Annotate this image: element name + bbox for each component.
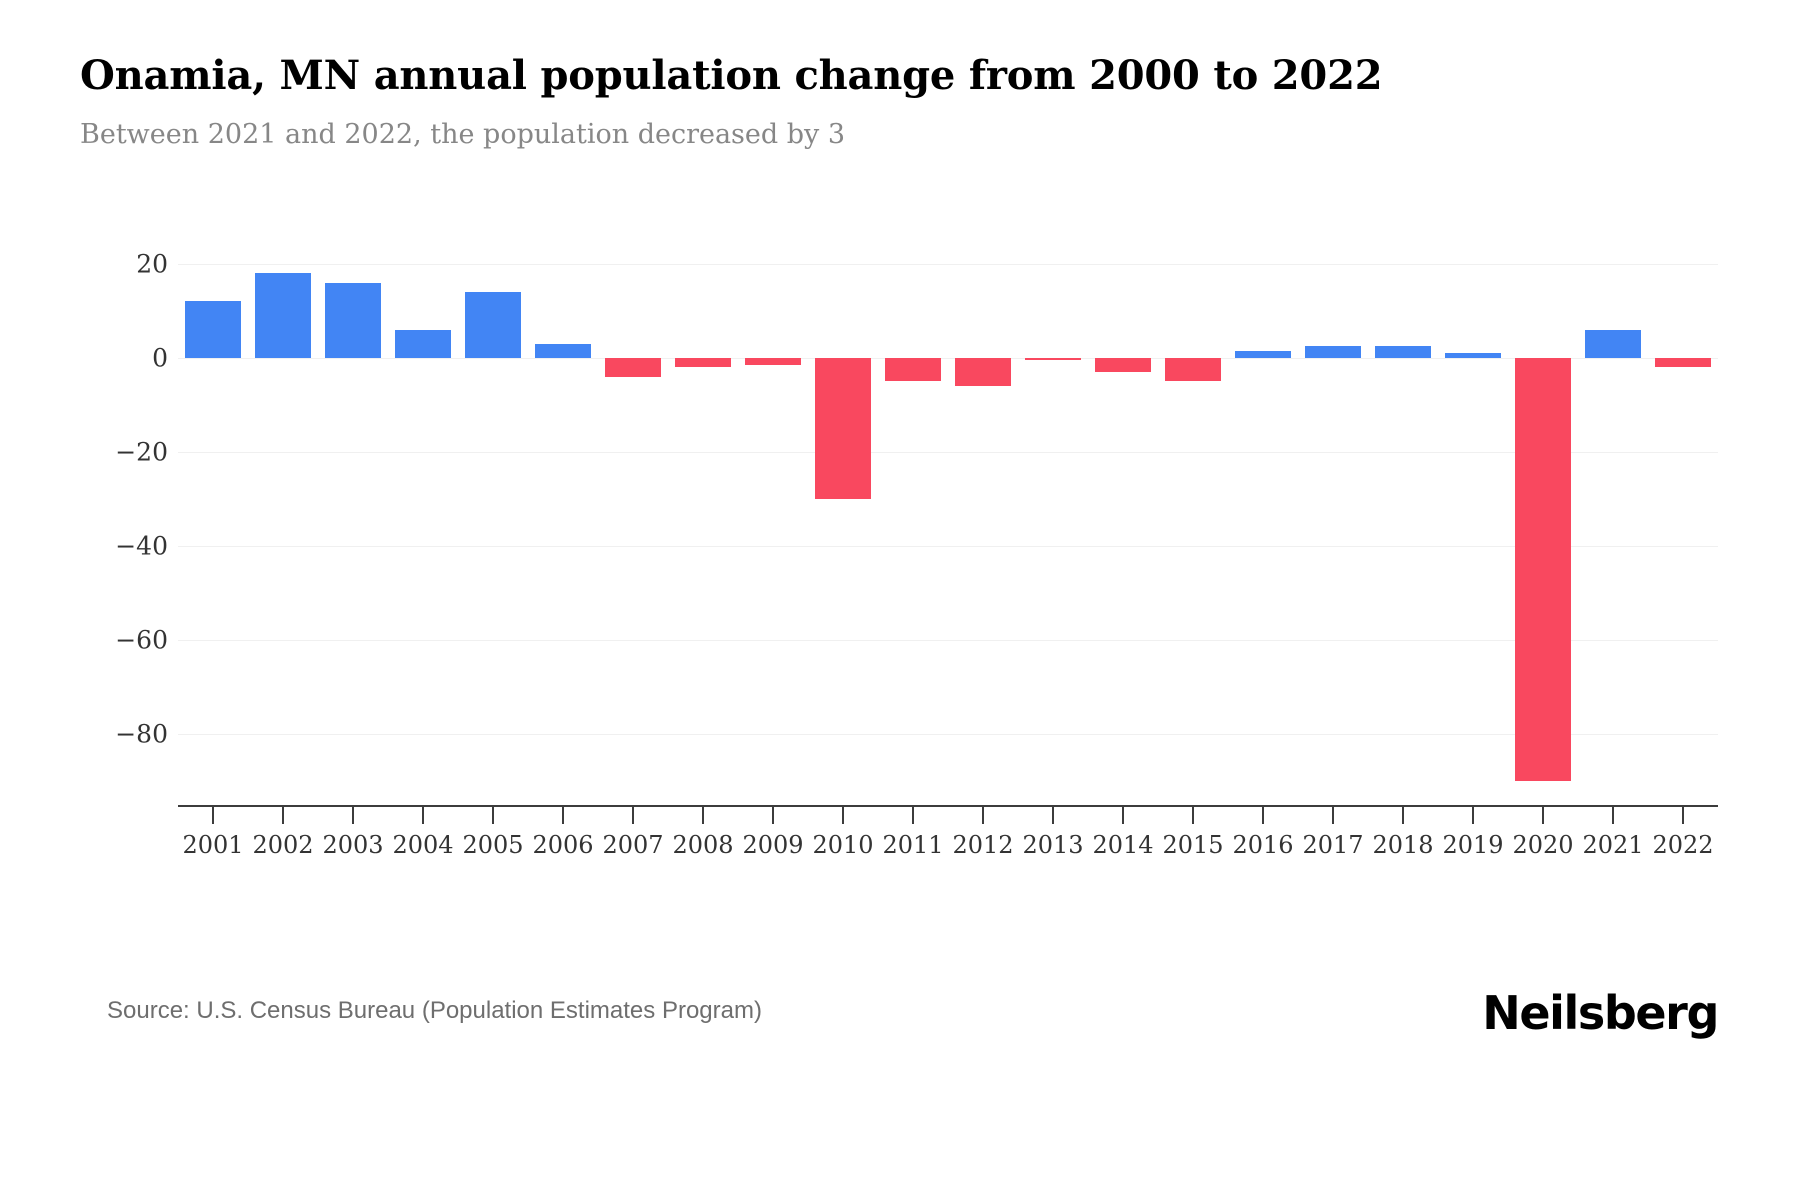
x-axis-tick [282,807,284,824]
bar-2003[interactable] [325,282,381,358]
x-axis-tick-label: 2022 [1652,831,1714,859]
x-axis: 2001 2002 2003 2004 2005 2006 2007 2008 2009 2010… [178,831,1718,871]
x-axis-tick [842,807,844,824]
chart-plot-area: 20 0 −20 −40 −60 −80 2001 2002 2003 2004 2005 2006… [0,245,1800,895]
x-axis-tick [1682,807,1684,824]
x-axis-tick [632,807,634,824]
x-axis-tick-label: 2004 [392,831,454,859]
x-axis-tick-label: 2001 [182,831,244,859]
bar-2015[interactable] [1165,357,1221,382]
bar-2008[interactable] [675,357,731,368]
x-axis-tick-label: 2003 [322,831,384,859]
y-axis-tick-label: −60 [115,625,168,655]
bar-2011[interactable] [885,357,941,382]
x-axis-tick-label: 2005 [462,831,524,859]
x-axis-tick-label: 2011 [882,831,944,859]
bar-2006[interactable] [535,343,591,358]
bar-2018[interactable] [1375,346,1431,358]
bar-series [178,245,1718,805]
bar-2020[interactable] [1515,357,1571,782]
x-axis-tick-label: 2002 [252,831,314,859]
x-axis-tick-label: 2014 [1092,831,1154,859]
y-axis: 20 0 −20 −40 −60 −80 [0,245,168,805]
x-axis-tick-label: 2019 [1442,831,1504,859]
y-axis-tick-label: −40 [115,531,168,561]
x-axis-tick-label: 2020 [1512,831,1574,859]
x-axis-tick [1052,807,1054,824]
bar-2021[interactable] [1585,329,1641,358]
x-axis-tick-label: 2017 [1302,831,1364,859]
x-axis-tick [982,807,984,824]
x-axis-tick-label: 2008 [672,831,734,859]
x-axis-ticks [178,807,1718,825]
page-title: Onamia, MN annual population change from… [80,52,1383,99]
gridline [178,640,1718,642]
bar-2007[interactable] [605,357,661,377]
x-axis-tick [212,807,214,824]
y-axis-tick-label: −20 [115,437,168,467]
x-axis-tick-label: 2021 [1582,831,1644,859]
bar-2016[interactable] [1235,350,1291,358]
bar-2022[interactable] [1655,357,1711,368]
chart-subtitle: Between 2021 and 2022, the population de… [80,119,846,151]
x-axis-tick [702,807,704,824]
chart-header: Onamia, MN annual population change from… [80,52,1740,152]
gridlines [178,245,1718,805]
x-axis-tick [912,807,914,824]
gridline [178,546,1718,548]
gridline [178,734,1718,736]
x-axis-tick [562,807,564,824]
x-axis-tick-label: 2016 [1232,831,1294,859]
bar-2009[interactable] [745,357,801,365]
y-axis-tick-label: 0 [152,343,168,373]
bar-2004[interactable] [395,329,451,358]
gridline [178,357,1718,359]
x-axis-tick [1192,807,1194,824]
x-axis-tick-label: 2015 [1162,831,1224,859]
y-axis-tick-label: −80 [115,719,168,749]
bar-2012[interactable] [955,357,1011,387]
bar-2001[interactable] [185,301,241,358]
bar-2017[interactable] [1305,346,1361,358]
bar-2005[interactable] [465,292,521,358]
x-axis-tick [1542,807,1544,824]
x-axis-tick-label: 2009 [742,831,804,859]
x-axis-tick-label: 2012 [952,831,1014,859]
gridline [178,452,1718,454]
x-axis-tick [1472,807,1474,824]
bar-2013[interactable] [1025,357,1081,361]
bar-2014[interactable] [1095,357,1151,373]
x-axis-tick [1332,807,1334,824]
y-axis-tick-label: 20 [136,249,168,279]
bar-2002[interactable] [255,273,311,358]
x-axis-tick-label: 2010 [812,831,874,859]
x-axis-tick [1612,807,1614,824]
x-axis-tick [1122,807,1124,824]
bar-2010[interactable] [815,357,871,500]
x-axis-tick-label: 2007 [602,831,664,859]
gridline [178,263,1718,265]
x-axis-tick [772,807,774,824]
brand-logo: Neilsberg [1482,986,1719,1040]
x-axis-tick-label: 2018 [1372,831,1434,859]
x-axis-tick [1262,807,1264,824]
x-axis-tick [422,807,424,824]
x-axis-tick [352,807,354,824]
x-axis-tick-label: 2013 [1022,831,1084,859]
x-axis-tick [1402,807,1404,824]
bar-2019[interactable] [1445,353,1501,358]
x-axis-line [178,805,1718,807]
x-axis-tick [492,807,494,824]
source-note: Source: U.S. Census Bureau (Population E… [107,997,762,1024]
x-axis-tick-label: 2006 [532,831,594,859]
